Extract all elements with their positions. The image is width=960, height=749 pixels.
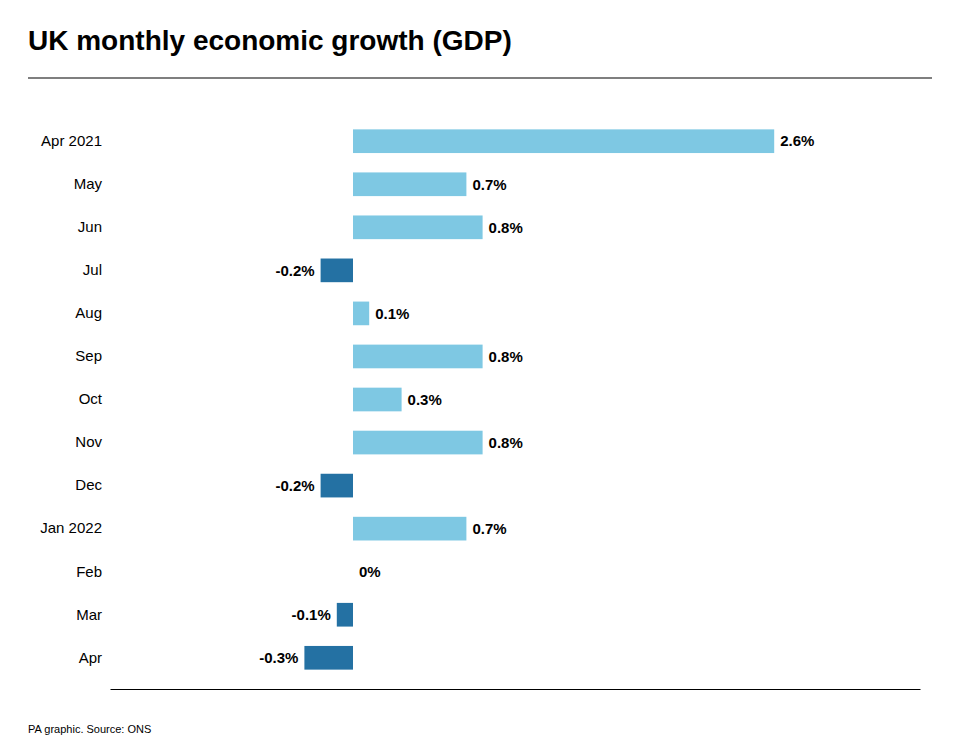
category-label: Jan 2022 (40, 519, 102, 536)
title-rule (28, 77, 932, 78)
y-tick: May (74, 175, 103, 192)
source: PA graphic. Source: ONS (28, 723, 151, 735)
x-axis (111, 689, 921, 690)
data-label: 0.1% (375, 305, 409, 322)
bar (353, 431, 483, 455)
data-label: -0.1% (292, 606, 331, 623)
bar (353, 388, 402, 412)
category-label: Dec (75, 476, 102, 493)
category-label: Nov (75, 433, 102, 450)
y-tick: Dec (75, 476, 102, 493)
bar (353, 129, 774, 153)
title: UK monthly economic growth (GDP) (28, 25, 512, 56)
category-label: Jun (78, 218, 102, 235)
bar (353, 517, 466, 541)
category-label: Apr (79, 649, 102, 666)
y-tick: Nov (75, 433, 102, 450)
y-tick: Mar (76, 606, 102, 623)
chart: UK monthly economic growth (GDP) PA graph… (0, 0, 960, 749)
bar (304, 646, 353, 670)
bar (337, 603, 353, 627)
category-label: Jul (83, 261, 102, 278)
data-label: -0.2% (275, 262, 314, 279)
x-axis-line (111, 689, 921, 690)
bars (304, 129, 774, 669)
data-label: 0% (359, 563, 381, 580)
data-label: 2.6% (780, 132, 814, 149)
data-label: 0.3% (408, 391, 442, 408)
y-tick: Apr 2021 (41, 132, 102, 149)
bar (353, 215, 483, 239)
bar (353, 302, 369, 326)
bar (353, 345, 483, 369)
y-tick: Apr (79, 649, 102, 666)
data-label: 0.8% (489, 219, 523, 236)
data-label: 0.8% (489, 434, 523, 451)
data-label: -0.2% (275, 477, 314, 494)
category-label: Mar (76, 606, 102, 623)
category-label: Aug (75, 304, 102, 321)
data-label: 0.7% (472, 176, 506, 193)
y-tick: Oct (79, 390, 103, 407)
y-tick: Jan 2022 (40, 519, 102, 536)
data-label: -0.3% (259, 649, 298, 666)
category-label: Sep (75, 347, 102, 364)
category-label: Feb (76, 562, 102, 579)
data-label: 0.7% (472, 520, 506, 537)
y-tick: Jul (83, 261, 102, 278)
y-tick: Sep (75, 347, 102, 364)
bar (353, 172, 466, 196)
category-label: Oct (79, 390, 103, 407)
y-tick: Feb (76, 562, 102, 579)
bar (321, 259, 353, 283)
bar (353, 560, 354, 584)
category-label: May (74, 175, 103, 192)
plot: Apr 2021 May Jun Jul Aug Sep Oct Nov Dec Jan 2022… (40, 129, 920, 689)
data-labels: 2.6% 0.7% 0.8% -0.2% 0.1% 0.8% 0.3% 0.8% -0.2% 0.… (259, 132, 814, 666)
data-label: 0.8% (489, 348, 523, 365)
bar (321, 474, 353, 498)
category-label: Apr 2021 (41, 132, 102, 149)
y-tick: Jun (78, 218, 102, 235)
y-tick: Aug (75, 304, 102, 321)
y-axis: Apr 2021 May Jun Jul Aug Sep Oct Nov Dec Jan 2022… (40, 132, 103, 666)
